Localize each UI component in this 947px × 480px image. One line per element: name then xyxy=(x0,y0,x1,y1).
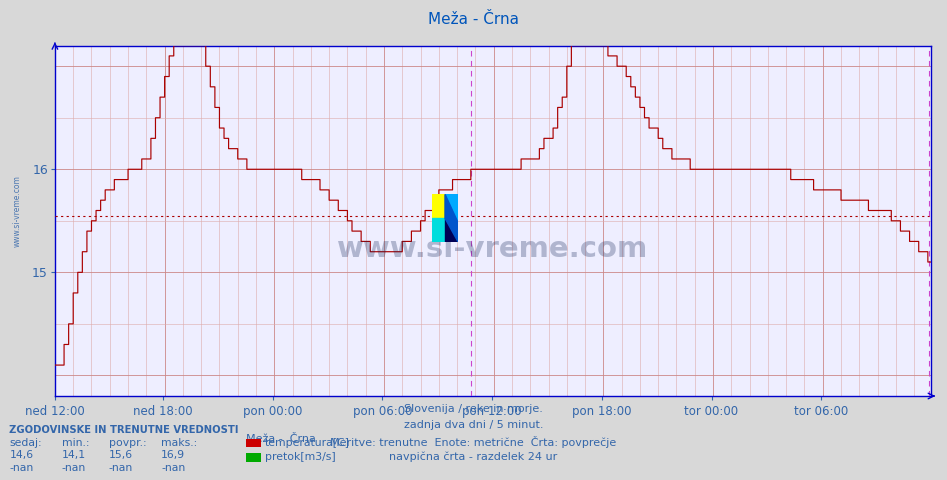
Text: povpr.:: povpr.: xyxy=(109,438,147,448)
Polygon shape xyxy=(445,194,458,223)
Text: Meža - Črna: Meža - Črna xyxy=(428,12,519,27)
Text: sedaj:: sedaj: xyxy=(9,438,42,448)
Text: Meža -  Črna: Meža - Črna xyxy=(246,434,316,444)
Bar xyxy=(432,218,445,242)
Text: temperatura[C]: temperatura[C] xyxy=(265,438,350,448)
Text: navpična črta - razdelek 24 ur: navpična črta - razdelek 24 ur xyxy=(389,452,558,462)
Text: Slovenija / reke in morje.: Slovenija / reke in morje. xyxy=(404,404,543,414)
Polygon shape xyxy=(445,194,458,242)
Bar xyxy=(432,194,445,218)
Text: ZGODOVINSKE IN TRENUTNE VREDNOSTI: ZGODOVINSKE IN TRENUTNE VREDNOSTI xyxy=(9,425,239,435)
Text: -nan: -nan xyxy=(161,463,186,473)
Text: 14,1: 14,1 xyxy=(62,450,85,460)
Text: 16,9: 16,9 xyxy=(161,450,185,460)
Bar xyxy=(445,194,458,242)
Text: zadnja dva dni / 5 minut.: zadnja dva dni / 5 minut. xyxy=(403,420,544,430)
Text: -nan: -nan xyxy=(62,463,86,473)
Text: -nan: -nan xyxy=(9,463,34,473)
Text: Meritve: trenutne  Enote: metrične  Črta: povprečje: Meritve: trenutne Enote: metrične Črta: … xyxy=(331,436,616,448)
Text: 14,6: 14,6 xyxy=(9,450,33,460)
Text: pretok[m3/s]: pretok[m3/s] xyxy=(265,453,336,462)
Text: www.si-vreme.com: www.si-vreme.com xyxy=(337,235,649,263)
Text: maks.:: maks.: xyxy=(161,438,197,448)
Text: min.:: min.: xyxy=(62,438,89,448)
Text: -nan: -nan xyxy=(109,463,134,473)
Text: 15,6: 15,6 xyxy=(109,450,133,460)
Text: www.si-vreme.com: www.si-vreme.com xyxy=(12,175,22,247)
